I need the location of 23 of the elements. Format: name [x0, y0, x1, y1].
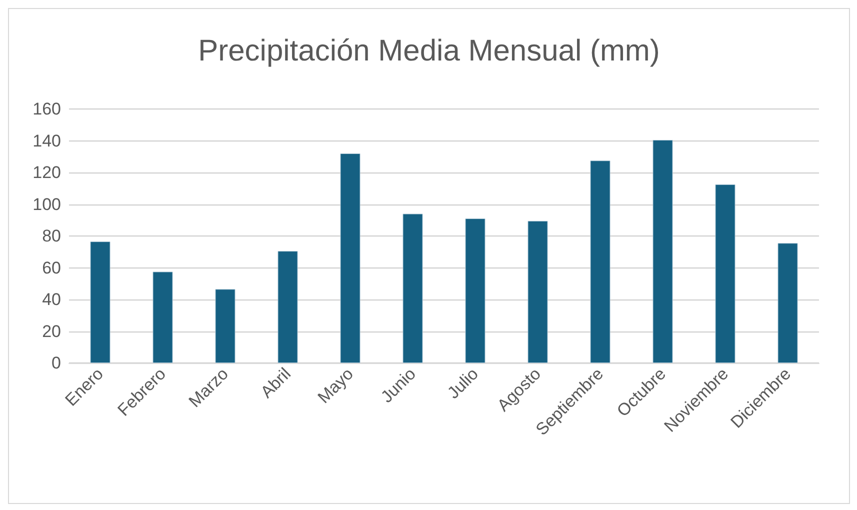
bar: [778, 243, 798, 363]
bar: [652, 140, 673, 363]
chart-title: Precipitación Media Mensual (mm): [198, 34, 660, 68]
bar: [90, 242, 110, 363]
bar: [340, 153, 360, 363]
bar: [590, 160, 610, 363]
x-tick-label: Julio: [444, 364, 482, 402]
y-tick-label: 20: [42, 322, 61, 341]
bar: [528, 220, 548, 363]
y-tick-label: 140: [32, 131, 61, 150]
bar: [402, 214, 423, 363]
y-tick-label: 120: [32, 163, 61, 182]
y-tick-label: 80: [42, 226, 61, 246]
y-tick-label: 60: [42, 258, 61, 278]
bar: [152, 272, 173, 363]
bar: [465, 218, 486, 363]
bar: [215, 289, 236, 363]
bar: [278, 251, 298, 363]
y-tick-label: 160: [32, 100, 61, 118]
y-tick-label: 0: [52, 354, 61, 372]
y-tick-label: 100: [32, 194, 61, 214]
bar: [715, 184, 736, 363]
y-tick-label: 40: [42, 290, 61, 309]
